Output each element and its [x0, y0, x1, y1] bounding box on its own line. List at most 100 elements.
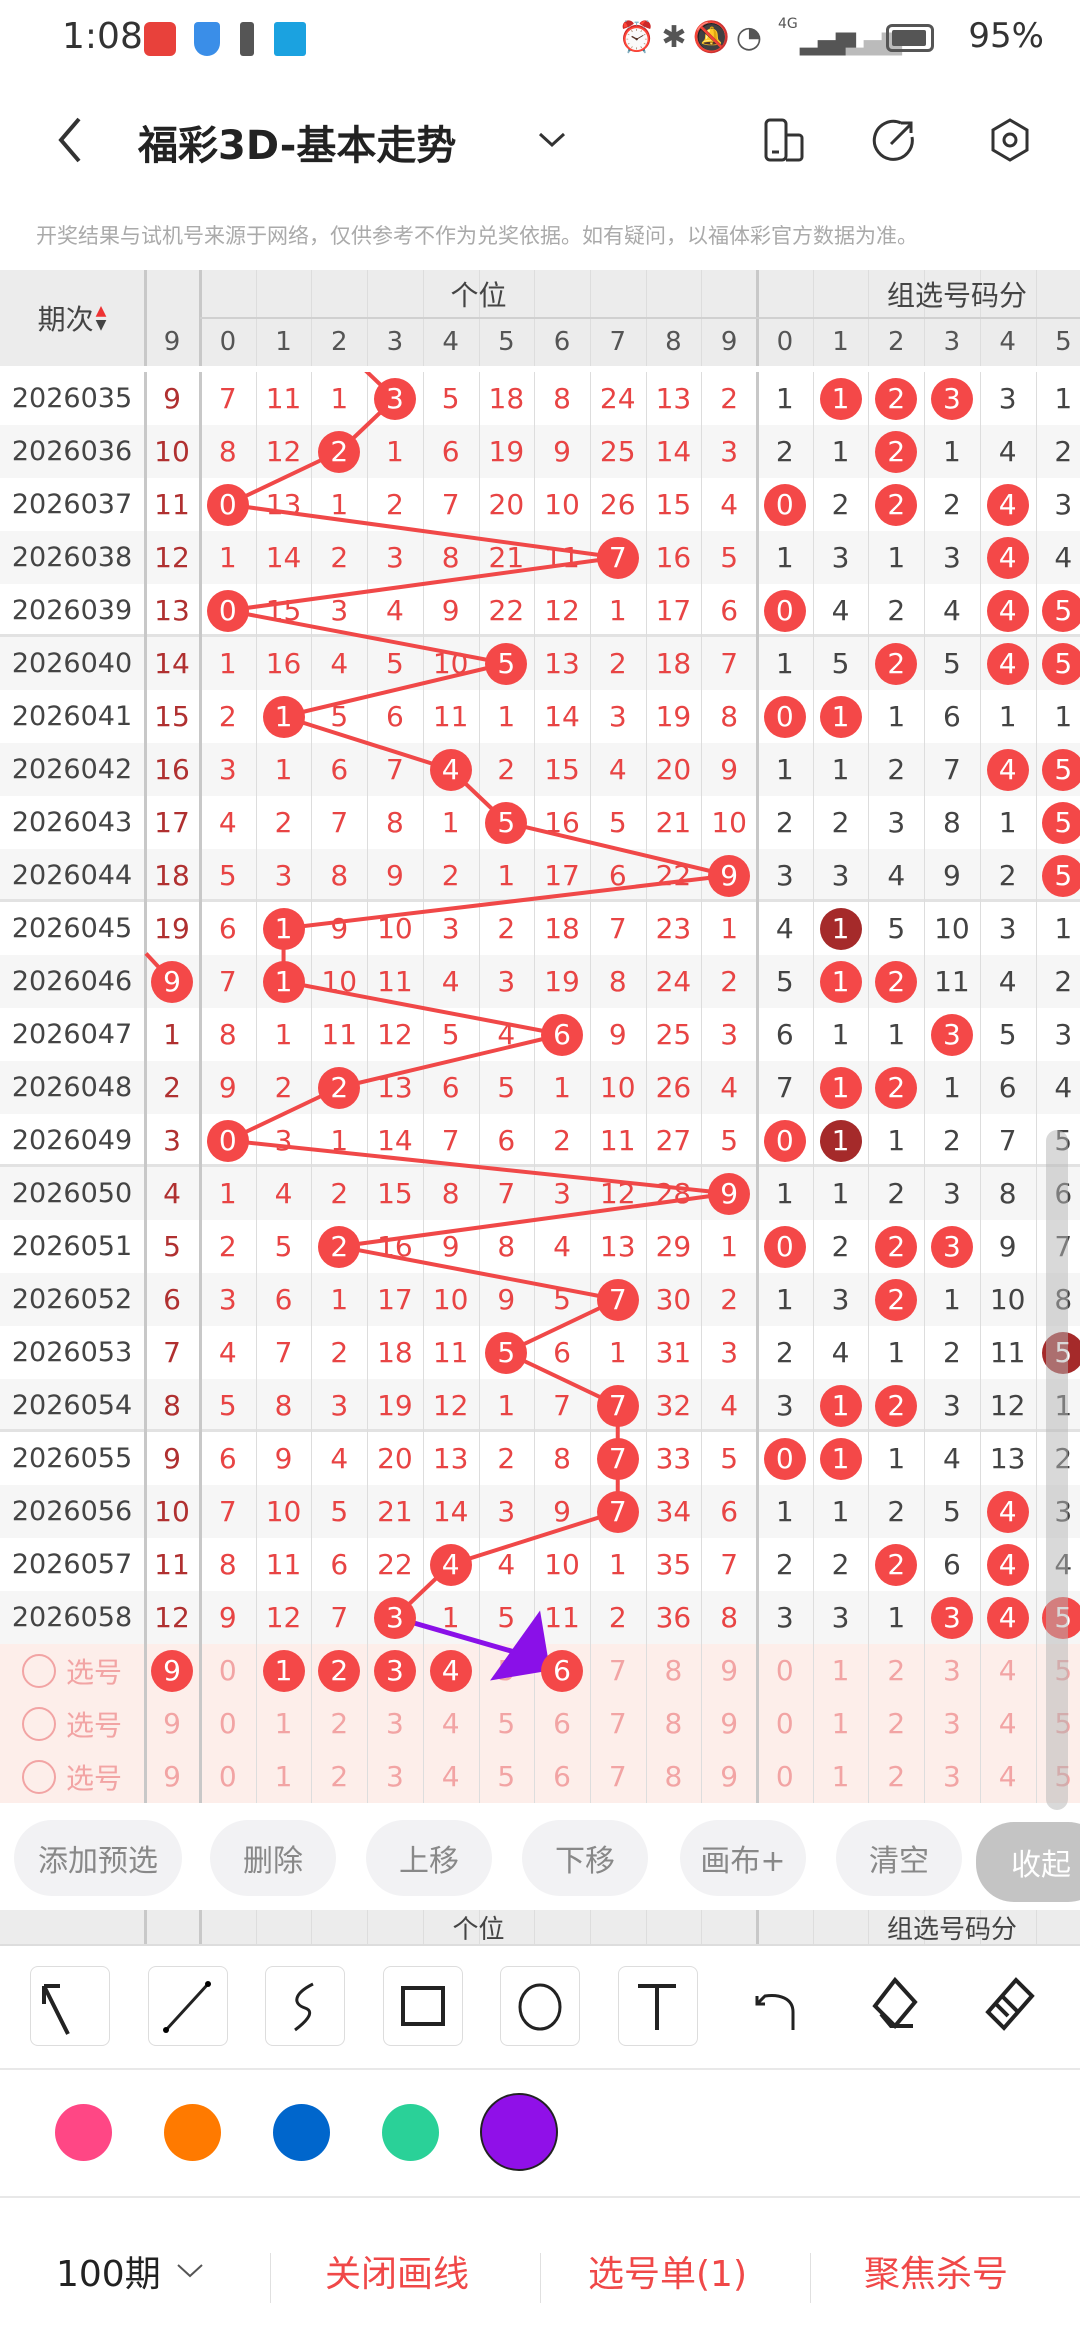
- ones-cell[interactable]: 6: [701, 584, 757, 637]
- ones-cell[interactable]: 22: [646, 849, 702, 902]
- ones-cell[interactable]: 17: [646, 584, 702, 637]
- action-button[interactable]: 下移: [522, 1820, 648, 1896]
- ones-cell[interactable]: 9: [311, 902, 367, 955]
- group-cell[interactable]: 5: [1036, 743, 1080, 796]
- select-group-digit[interactable]: 3: [924, 1697, 980, 1750]
- group-cell[interactable]: 12: [980, 1379, 1036, 1432]
- ones-cell[interactable]: 4: [479, 1538, 535, 1591]
- ones-cell[interactable]: 4: [200, 796, 256, 849]
- ones-cell[interactable]: 1: [423, 1591, 479, 1644]
- ones-cell[interactable]: 3: [367, 531, 423, 584]
- prev-digit-cell[interactable]: 11: [144, 1538, 200, 1591]
- ones-cell[interactable]: 12: [534, 584, 590, 637]
- group-cell[interactable]: 3: [980, 902, 1036, 955]
- focus-kill-button[interactable]: 聚焦杀号: [864, 2254, 1009, 2295]
- group-cell[interactable]: 9: [924, 849, 980, 902]
- color-swatch[interactable]: [163, 2103, 221, 2161]
- prev-digit-cell[interactable]: 12: [144, 531, 200, 584]
- group-cell[interactable]: 1: [813, 955, 869, 1008]
- group-cell[interactable]: 11: [924, 955, 980, 1008]
- select-group-digit[interactable]: 3: [924, 1644, 980, 1697]
- ones-cell[interactable]: 10: [311, 955, 367, 1008]
- group-cell[interactable]: 2: [868, 1485, 924, 1538]
- action-button[interactable]: 画布+: [680, 1820, 806, 1896]
- ones-cell[interactable]: 20: [479, 478, 535, 531]
- ones-cell[interactable]: 13: [367, 1061, 423, 1114]
- group-cell[interactable]: 2: [813, 1538, 869, 1591]
- ones-cell[interactable]: 5: [479, 1061, 535, 1114]
- prev-digit-cell[interactable]: 3: [144, 1114, 200, 1167]
- ones-cell[interactable]: 16: [367, 1220, 423, 1273]
- prev-digit-cell[interactable]: 1: [144, 1008, 200, 1061]
- ones-cell[interactable]: 13: [534, 637, 590, 690]
- group-cell[interactable]: 4: [924, 1432, 980, 1485]
- ones-cell[interactable]: 7: [701, 637, 757, 690]
- ones-cell[interactable]: 11: [367, 955, 423, 1008]
- layout-toggle-button[interactable]: [754, 110, 814, 170]
- group-cell[interactable]: 1: [813, 1114, 869, 1167]
- ones-cell[interactable]: 5: [701, 531, 757, 584]
- select-group-digit[interactable]: 0: [757, 1697, 813, 1750]
- prev-digit-cell[interactable]: 12: [144, 1591, 200, 1644]
- ones-cell[interactable]: 3: [256, 849, 312, 902]
- ones-cell[interactable]: 6: [256, 1273, 312, 1326]
- group-cell[interactable]: 2: [757, 1538, 813, 1591]
- ones-cell[interactable]: 9: [534, 1485, 590, 1538]
- group-cell[interactable]: 1: [813, 372, 869, 425]
- group-cell[interactable]: 1: [868, 1114, 924, 1167]
- ones-cell[interactable]: 9: [200, 1591, 256, 1644]
- prev-digit-cell[interactable]: 11: [144, 478, 200, 531]
- ones-cell[interactable]: 2: [423, 849, 479, 902]
- selection-list-button[interactable]: 选号单(1): [588, 2254, 747, 2295]
- group-cell[interactable]: 7: [980, 1114, 1036, 1167]
- ones-cell[interactable]: 1: [200, 531, 256, 584]
- ones-cell[interactable]: 7: [256, 1326, 312, 1379]
- ones-cell[interactable]: 8: [701, 1591, 757, 1644]
- group-cell[interactable]: 5: [813, 637, 869, 690]
- select-ones-digit[interactable]: 9: [701, 1644, 757, 1697]
- ones-cell[interactable]: 4: [479, 1008, 535, 1061]
- ones-cell[interactable]: 13: [646, 372, 702, 425]
- selection-row-select[interactable]: 选号: [0, 1644, 144, 1697]
- ones-cell[interactable]: 5: [701, 1432, 757, 1485]
- group-cell[interactable]: 5: [1036, 637, 1080, 690]
- group-cell[interactable]: 0: [757, 584, 813, 637]
- ones-cell[interactable]: 12: [367, 1008, 423, 1061]
- select-group-digit[interactable]: 1: [813, 1644, 869, 1697]
- prev-digit-cell[interactable]: 17: [144, 796, 200, 849]
- group-cell[interactable]: 0: [757, 1114, 813, 1167]
- arrow-tool-button[interactable]: [30, 1966, 110, 2046]
- ones-cell[interactable]: 7: [423, 1114, 479, 1167]
- group-cell[interactable]: 2: [868, 478, 924, 531]
- ones-cell[interactable]: 2: [701, 955, 757, 1008]
- prev-digit-cell[interactable]: 4: [144, 1167, 200, 1220]
- ones-cell[interactable]: 5: [200, 849, 256, 902]
- select-ones-digit[interactable]: 6: [534, 1644, 590, 1697]
- group-cell[interactable]: 3: [924, 1008, 980, 1061]
- group-cell[interactable]: 1: [868, 531, 924, 584]
- ones-cell[interactable]: 15: [367, 1167, 423, 1220]
- group-cell[interactable]: 1: [813, 1167, 869, 1220]
- ones-cell[interactable]: 1: [256, 1008, 312, 1061]
- ones-cell[interactable]: 7: [590, 531, 646, 584]
- ones-cell[interactable]: 8: [200, 1008, 256, 1061]
- ones-cell[interactable]: 19: [367, 1379, 423, 1432]
- select-group-digit[interactable]: 0: [757, 1644, 813, 1697]
- ones-cell[interactable]: 0: [200, 584, 256, 637]
- action-button[interactable]: 收起: [976, 1822, 1080, 1902]
- group-cell[interactable]: 1: [868, 1432, 924, 1485]
- ones-cell[interactable]: 30: [646, 1273, 702, 1326]
- group-cell[interactable]: 2: [868, 1167, 924, 1220]
- ones-cell[interactable]: 8: [423, 1167, 479, 1220]
- ones-cell[interactable]: 1: [701, 902, 757, 955]
- group-cell[interactable]: 2: [757, 796, 813, 849]
- ones-cell[interactable]: 6: [311, 1538, 367, 1591]
- ones-cell[interactable]: 11: [590, 1114, 646, 1167]
- ones-cell[interactable]: 1: [311, 372, 367, 425]
- ones-cell[interactable]: 8: [590, 955, 646, 1008]
- ones-cell[interactable]: 19: [646, 690, 702, 743]
- ones-cell[interactable]: 5: [200, 1379, 256, 1432]
- back-button[interactable]: [40, 110, 100, 170]
- ones-cell[interactable]: 1: [534, 1061, 590, 1114]
- group-cell[interactable]: 5: [757, 955, 813, 1008]
